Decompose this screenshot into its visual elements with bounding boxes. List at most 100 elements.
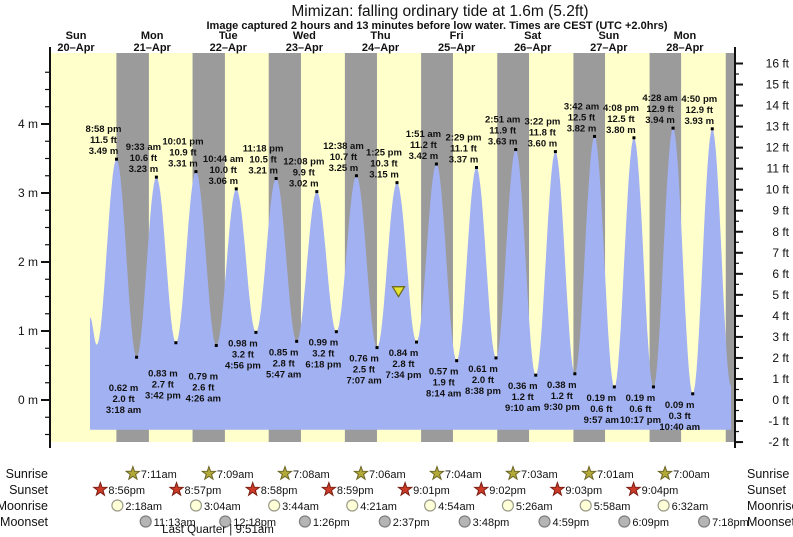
high-tide-label: 3.15 m — [369, 170, 399, 181]
high-tide-label: 3.25 m — [329, 163, 359, 174]
day-of-week-label: Sun — [598, 30, 619, 42]
high-tide-label: 1:25 pm — [366, 148, 402, 159]
almanac-time: 3:44am — [282, 501, 319, 513]
high-tide-label: 12:08 pm — [283, 157, 324, 168]
moonset-circle-icon — [697, 515, 711, 528]
high-tide-label: 3.93 m — [684, 116, 714, 127]
low-tide-label: 9:10 am — [505, 403, 540, 414]
sunset-star-icon — [473, 480, 490, 497]
y-left-tick-label: 4 m — [18, 117, 38, 131]
y-right-tick-label: 4 ft — [772, 309, 789, 323]
almanac-time: 3:04am — [204, 501, 241, 513]
tide-point-dot — [612, 385, 616, 389]
tide-point-dot — [375, 346, 379, 350]
high-tide-label: 3.31 m — [168, 159, 198, 170]
almanac-time: 6:09pm — [632, 517, 669, 529]
tide-point-dot — [154, 175, 158, 179]
high-tide-label: 11.2 ft — [410, 140, 438, 151]
y-right-tick-label: 6 ft — [772, 267, 789, 281]
low-tide-label: 3:18 am — [106, 405, 141, 416]
low-tide-label: 9:30 pm — [544, 402, 580, 413]
high-tide-label: 11.1 ft — [450, 143, 478, 154]
low-tide-label: 7:07 am — [346, 376, 381, 387]
low-tide-label: 0.3 ft — [669, 411, 692, 422]
tide-point-dot — [114, 157, 118, 161]
low-tide-label: 1.2 ft — [512, 392, 535, 403]
low-tide-label: 10:40 am — [659, 422, 700, 433]
tide-point-dot — [194, 170, 198, 174]
tide-point-dot — [315, 190, 319, 194]
almanac-time: 7:18pm — [712, 517, 749, 529]
almanac-time: 8:58pm — [261, 485, 298, 497]
tide-point-dot — [334, 330, 338, 334]
low-tide-label: 0.38 m — [547, 380, 577, 391]
y-right-tick-label: 1 ft — [772, 372, 789, 386]
moonrise-circle-icon — [111, 499, 124, 512]
almanac-time: 5:26am — [516, 501, 553, 513]
y-left-tick-label: 3 m — [18, 186, 38, 200]
almanac-row-label-left: Sunset — [9, 483, 48, 497]
tide-point-dot — [354, 174, 358, 178]
almanac-time: 2:18am — [125, 501, 162, 513]
high-tide-label: 4:08 pm — [603, 103, 639, 114]
tide-point-dot — [514, 148, 518, 152]
high-tide-label: 11:18 pm — [243, 144, 284, 155]
almanac-row-label-left: Moonrise — [0, 499, 48, 513]
high-tide-label: 3.23 m — [129, 164, 159, 175]
low-tide-label: 0.6 ft — [590, 404, 613, 415]
y-right-tick-label: 11 ft — [767, 162, 790, 176]
almanac-time: 4:54am — [438, 501, 475, 513]
moonset-circle-icon — [219, 515, 232, 528]
moonrise-circle-icon — [579, 499, 592, 512]
date-label: 26–Apr — [514, 42, 552, 54]
high-tide-label: 11.9 ft — [489, 126, 517, 137]
tide-point-dot — [434, 162, 438, 166]
date-label: 22–Apr — [210, 42, 248, 54]
sunset-star-icon — [320, 480, 337, 497]
y-right-tick-label: 3 ft — [772, 330, 789, 344]
high-tide-label: 10.0 ft — [210, 165, 238, 176]
tide-point-dot — [174, 341, 178, 345]
tide-point-dot — [414, 340, 418, 344]
high-tide-label: 8:58 pm — [86, 124, 122, 135]
high-tide-label: 10.7 ft — [330, 152, 358, 163]
low-tide-label: 0.19 m — [626, 393, 656, 404]
tide-area-group — [90, 128, 731, 430]
high-tide-label: 4:28 am — [642, 93, 677, 104]
low-tide-label: 2.5 ft — [353, 365, 376, 376]
tide-point-dot — [534, 373, 538, 377]
moonset-circle-icon — [618, 515, 631, 528]
high-tide-label: 3.37 m — [449, 154, 479, 165]
tide-point-dot — [494, 356, 498, 360]
current-time-marker — [391, 286, 406, 298]
y-right-tick-label: 15 ft — [766, 78, 790, 92]
sunset-star-icon — [549, 480, 566, 497]
low-tide-label: 0.98 m — [228, 338, 258, 349]
y-right-tick-label: 0 ft — [772, 393, 789, 407]
low-tide-label: 0.79 m — [188, 371, 218, 382]
y-right-tick-label: 9 ft — [772, 204, 789, 218]
axes-group: 0 m 1 m 2 m 3 m 4 m 16 ft 15 ft 14 ft 13 ft 12 ft… — [18, 47, 790, 449]
high-tide-label: 9:33 am — [126, 142, 161, 153]
y-right-tick-label: 12 ft — [766, 141, 790, 155]
high-tide-label: 4:50 pm — [681, 94, 717, 105]
current-time-marker-group — [391, 286, 406, 298]
almanac-time: 7:04am — [445, 469, 482, 481]
high-tide-label: 3.06 m — [208, 176, 238, 187]
low-tide-label: 4:56 pm — [225, 360, 261, 371]
almanac-row-label-left: Moonset — [0, 515, 48, 529]
high-tide-label: 12.5 ft — [607, 114, 635, 125]
low-tide-label: 10:17 pm — [620, 415, 661, 426]
high-tide-label: 12:38 am — [323, 141, 364, 152]
tide-point-dot — [593, 134, 597, 138]
high-tide-label: 2:29 pm — [446, 132, 482, 143]
date-label: 27–Apr — [590, 42, 628, 54]
almanac-time: 7:09am — [217, 469, 254, 481]
y-right-tick-label: 7 ft — [772, 246, 789, 260]
tide-point-dot — [234, 187, 238, 191]
moon-phase-label: Last Quarter | 9:51am — [162, 524, 274, 536]
sunset-star-icon — [244, 480, 261, 497]
day-of-week-label: Mon — [141, 30, 164, 42]
almanac-row-label-right: Moonrise — [747, 499, 793, 513]
high-tide-label: 3.63 m — [488, 137, 518, 148]
